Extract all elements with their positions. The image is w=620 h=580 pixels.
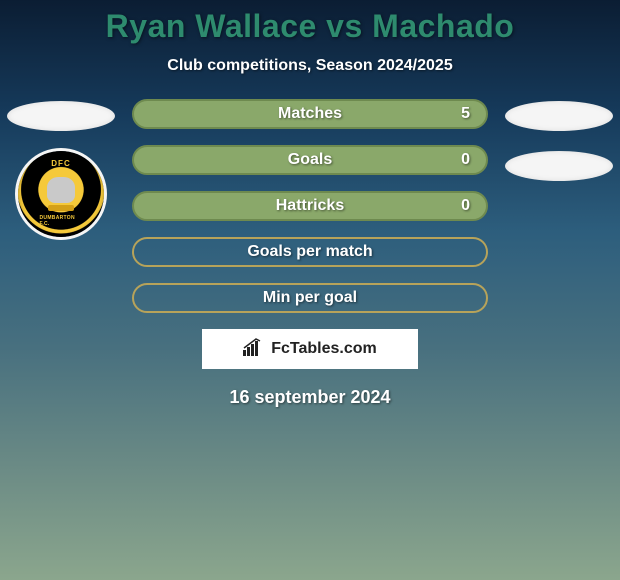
date-text: 16 september 2024 (0, 387, 620, 408)
stat-label: Min per goal (263, 289, 357, 307)
subtitle: Club competitions, Season 2024/2025 (0, 57, 620, 75)
player-photo-placeholder-right-2 (505, 151, 613, 181)
stat-bar: Matches 5 (132, 99, 488, 129)
page-title: Ryan Wallace vs Machado (0, 0, 620, 45)
stat-value: 0 (461, 151, 470, 169)
right-player-column (504, 99, 614, 313)
brand-text: FcTables.com (271, 340, 377, 358)
stat-value: 0 (461, 197, 470, 215)
stat-label: Goals per match (247, 243, 372, 261)
stat-bar: Goals per match (132, 237, 488, 267)
stat-label: Hattricks (276, 197, 344, 215)
player-photo-placeholder-left (7, 101, 115, 131)
player-photo-placeholder-right-1 (505, 101, 613, 131)
stat-label: Goals (288, 151, 332, 169)
comparison-layout: DUMBARTON F.C. Matches5Goals0Hattricks0G… (0, 99, 620, 313)
stat-bar: Goals 0 (132, 145, 488, 175)
fctables-icon (243, 338, 265, 361)
club-logo-left: DUMBARTON F.C. (18, 151, 104, 237)
stats-bars: Matches 5 Goals 0 Hattricks 0 Goals per match M… (132, 99, 488, 313)
stat-value: 5 (461, 105, 470, 123)
stat-bar: Hattricks 0 (132, 191, 488, 221)
brand-footer: FcTables.com (202, 329, 418, 369)
stat-bar: Min per goal (132, 283, 488, 313)
left-player-column: DUMBARTON F.C. (6, 99, 116, 313)
stat-label: Matches (278, 105, 342, 123)
